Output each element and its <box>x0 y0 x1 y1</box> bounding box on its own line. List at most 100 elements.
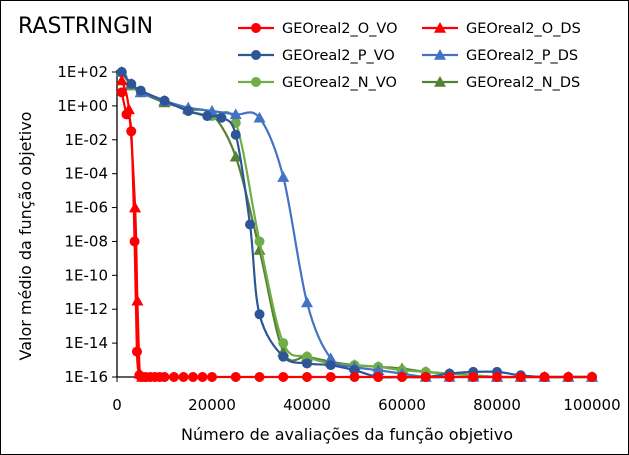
legend-label: GEOreal2_N_DS <box>466 75 580 91</box>
y-tick-label: 1E-12 <box>64 300 108 318</box>
y-tick-label: 1E-10 <box>64 266 108 284</box>
series-georeal2-o-ds <box>115 74 149 382</box>
data-point <box>216 112 227 123</box>
x-tick-labels: 0 20000 40000 60000 80000 100000 <box>112 396 620 414</box>
legend-entry-georeal2-o-ds: GEOreal2_O_DS <box>422 21 581 37</box>
data-point <box>278 351 289 362</box>
legend-entry-georeal2-n-ds: GEOreal2_N_DS <box>422 75 580 91</box>
data-point <box>372 364 385 376</box>
y-tick-label: 1E-16 <box>64 368 108 386</box>
data-point <box>492 372 502 382</box>
legend-entry-georeal2-p-ds: GEOreal2_P_DS <box>422 48 578 64</box>
series-layer <box>115 66 598 382</box>
data-point <box>278 338 289 349</box>
legend-marker <box>251 23 261 33</box>
y-tick-label: 1E-14 <box>64 334 108 352</box>
legend-marker <box>434 76 446 87</box>
data-point <box>230 129 241 140</box>
data-point <box>278 372 289 382</box>
data-point <box>207 372 217 382</box>
data-point <box>563 372 574 382</box>
data-point <box>169 372 179 382</box>
legend-marker <box>434 22 446 33</box>
data-point <box>539 372 550 382</box>
x-tick-label: 40000 <box>283 396 331 414</box>
data-point <box>229 108 242 120</box>
y-tick-label: 1E+00 <box>57 97 108 115</box>
data-point <box>420 372 431 382</box>
series-line <box>120 80 144 382</box>
legend-label: GEOreal2_O_DS <box>466 21 581 37</box>
legend-label: GEOreal2_O_VO <box>282 21 398 37</box>
data-point <box>444 372 455 382</box>
data-point <box>349 372 360 382</box>
legend: GEOreal2_O_VO GEOreal2_O_DS GEOreal2_P_VO G… <box>238 21 581 91</box>
data-point <box>116 87 127 98</box>
series-georeal2-p-vo <box>116 67 597 382</box>
data-point <box>229 150 242 162</box>
data-point <box>254 372 265 382</box>
series-line <box>120 71 592 379</box>
data-point <box>373 372 384 382</box>
axes <box>112 70 593 382</box>
data-point <box>230 372 241 382</box>
data-point <box>254 309 265 320</box>
series-line <box>120 71 592 379</box>
data-point <box>159 372 170 382</box>
data-point <box>197 372 208 382</box>
series-georeal2-o-vo <box>116 87 597 382</box>
series-line <box>120 92 592 379</box>
y-tick-labels: 1E+02 1E+00 1E-02 1E-04 1E-06 1E-08 1E-10 1E-12… <box>57 63 108 386</box>
legend-label: GEOreal2_N_VO <box>282 75 397 91</box>
y-tick-label: 1E-06 <box>64 199 108 217</box>
data-point <box>302 372 312 382</box>
data-point <box>302 358 312 369</box>
data-point <box>515 372 526 382</box>
data-point <box>129 236 140 247</box>
data-point <box>325 360 336 371</box>
data-point <box>115 74 128 86</box>
data-point <box>324 352 337 364</box>
data-point <box>254 236 265 247</box>
data-point <box>245 219 255 230</box>
data-point <box>253 111 266 123</box>
y-tick-label: 1E-08 <box>64 232 108 250</box>
data-point <box>129 201 142 213</box>
data-point <box>188 372 198 382</box>
chart-title: RASTRINGIN <box>18 14 153 39</box>
data-point <box>131 346 142 357</box>
y-tick-label: 1E+02 <box>57 63 108 81</box>
x-tick-label: 80000 <box>473 396 521 414</box>
data-point <box>277 171 290 182</box>
series-line <box>120 71 592 379</box>
legend-marker <box>434 49 446 60</box>
data-point <box>178 372 189 382</box>
legend-entry-georeal2-o-vo: GEOreal2_O_VO <box>238 21 398 37</box>
data-point <box>202 111 213 122</box>
y-axis-label: Valor médio da função objetivo <box>16 112 35 361</box>
data-point <box>135 85 146 96</box>
data-point <box>325 372 336 382</box>
y-tick-label: 1E-04 <box>64 165 108 183</box>
legend-entry-georeal2-p-vo: GEOreal2_P_VO <box>238 48 395 64</box>
x-axis-label: Número de avaliações da função objetivo <box>181 425 513 444</box>
data-point <box>121 109 132 120</box>
data-point <box>126 126 137 137</box>
y-tick-label: 1E-02 <box>64 131 108 149</box>
data-point <box>116 67 127 77</box>
data-point <box>131 294 144 306</box>
legend-label: GEOreal2_P_VO <box>282 48 395 64</box>
data-point <box>587 372 597 382</box>
data-point <box>468 372 479 382</box>
data-point <box>183 105 194 116</box>
legend-label: GEOreal2_P_DS <box>466 48 578 64</box>
data-point <box>397 372 407 382</box>
legend-marker <box>251 50 261 60</box>
x-tick-label: 100000 <box>563 396 620 414</box>
x-tick-label: 0 <box>112 396 122 414</box>
legend-marker <box>251 77 261 87</box>
x-tick-label: 60000 <box>378 396 426 414</box>
data-point <box>301 296 313 308</box>
legend-entry-georeal2-n-vo: GEOreal2_N_VO <box>238 75 397 91</box>
